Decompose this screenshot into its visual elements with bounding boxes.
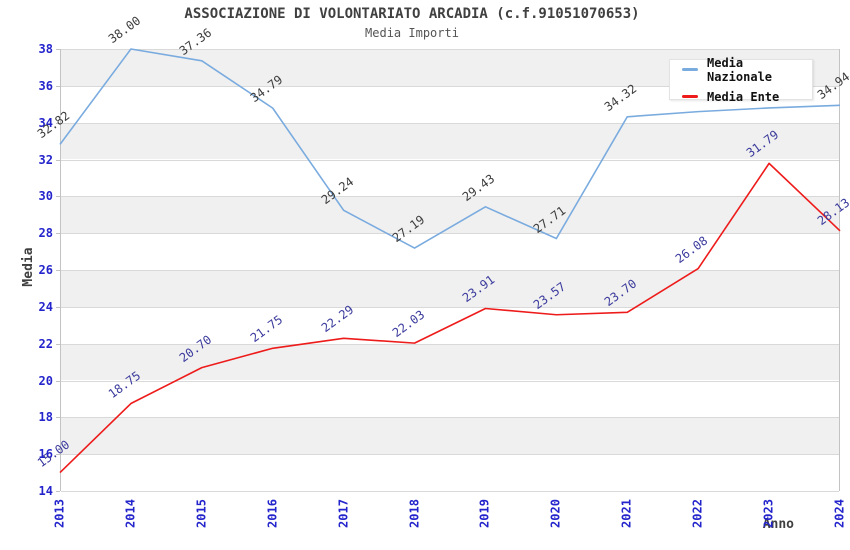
legend-line-swatch-nazionale bbox=[682, 68, 698, 71]
chart-title: ASSOCIAZIONE DI VOLONTARIATO ARCADIA (c.… bbox=[184, 6, 640, 22]
gridline bbox=[61, 491, 839, 492]
legend: Media Nazionale Media Ente bbox=[669, 56, 813, 104]
legend-item-media-nazionale: Media Nazionale bbox=[682, 56, 812, 84]
x-tick-label: 2017 bbox=[336, 499, 351, 528]
y-tick-mark bbox=[56, 491, 60, 492]
y-tick-mark bbox=[56, 343, 60, 345]
x-tick-label: 2015 bbox=[194, 499, 209, 528]
gridline bbox=[61, 122, 839, 124]
x-tick-label: 2014 bbox=[123, 499, 138, 528]
y-tick-mark bbox=[56, 270, 60, 271]
gridline bbox=[61, 306, 839, 308]
y-tick-mark bbox=[56, 159, 60, 161]
gridline bbox=[61, 417, 839, 419]
x-tick-label: 2018 bbox=[407, 499, 422, 528]
plot-band bbox=[61, 159, 839, 197]
x-tick-label: 2023 bbox=[761, 499, 776, 528]
y-tick-label: 18 bbox=[38, 410, 53, 425]
plot-band bbox=[61, 343, 839, 381]
y-tick-mark bbox=[56, 380, 60, 382]
y-tick-label: 28 bbox=[38, 226, 53, 241]
x-tick-label: 2024 bbox=[832, 499, 847, 528]
gridline bbox=[61, 196, 839, 198]
y-tick-label: 14 bbox=[38, 484, 53, 498]
legend-line-swatch-ente bbox=[682, 95, 698, 98]
y-tick-mark bbox=[56, 122, 60, 124]
plot-band bbox=[61, 417, 839, 455]
y-tick-label: 20 bbox=[38, 373, 53, 388]
chart-subtitle: Media Importi bbox=[365, 26, 459, 40]
gridline bbox=[61, 380, 839, 382]
x-tick-label: 2016 bbox=[265, 499, 280, 528]
plot-band bbox=[61, 380, 839, 418]
y-tick-label: 22 bbox=[38, 336, 53, 351]
y-tick-label: 26 bbox=[38, 263, 53, 277]
plot-band bbox=[61, 306, 839, 344]
legend-item-media-ente: Media Ente bbox=[682, 90, 812, 104]
x-tick-label: 2013 bbox=[52, 499, 67, 528]
plot-band bbox=[61, 196, 839, 234]
plot-band bbox=[61, 233, 839, 270]
y-tick-label: 36 bbox=[38, 78, 53, 93]
y-tick-label: 24 bbox=[38, 299, 53, 314]
y-tick-label: 30 bbox=[38, 189, 53, 204]
y-tick-mark bbox=[56, 233, 60, 235]
x-tick-label: 2020 bbox=[548, 499, 563, 528]
gridline bbox=[61, 49, 839, 50]
y-tick-mark bbox=[56, 454, 60, 456]
y-tick-label: 16 bbox=[38, 447, 53, 462]
y-tick-label: 38 bbox=[38, 42, 53, 56]
x-tick-label: 2019 bbox=[477, 499, 492, 528]
gridline bbox=[61, 233, 839, 235]
y-tick-mark bbox=[56, 49, 60, 50]
y-tick-mark bbox=[56, 85, 60, 87]
x-tick-label: 2022 bbox=[690, 499, 705, 528]
plot-area bbox=[60, 49, 840, 492]
gridline bbox=[61, 454, 839, 456]
plot-band bbox=[61, 454, 839, 491]
legend-label-media-nazionale: Media Nazionale bbox=[707, 55, 773, 84]
legend-label-media-ente: Media Ente bbox=[707, 89, 780, 104]
x-axis-title: Anno bbox=[762, 517, 794, 532]
y-tick-label: 34 bbox=[38, 115, 53, 130]
gridline bbox=[61, 270, 839, 271]
plot-band bbox=[61, 122, 839, 160]
gridline bbox=[61, 159, 839, 161]
x-tick-label: 2021 bbox=[619, 499, 634, 528]
plot-band bbox=[61, 270, 839, 307]
y-tick-mark bbox=[56, 417, 60, 419]
y-tick-label: 32 bbox=[38, 152, 53, 167]
y-tick-mark bbox=[56, 196, 60, 198]
y-tick-mark bbox=[56, 306, 60, 308]
gridline bbox=[61, 343, 839, 345]
